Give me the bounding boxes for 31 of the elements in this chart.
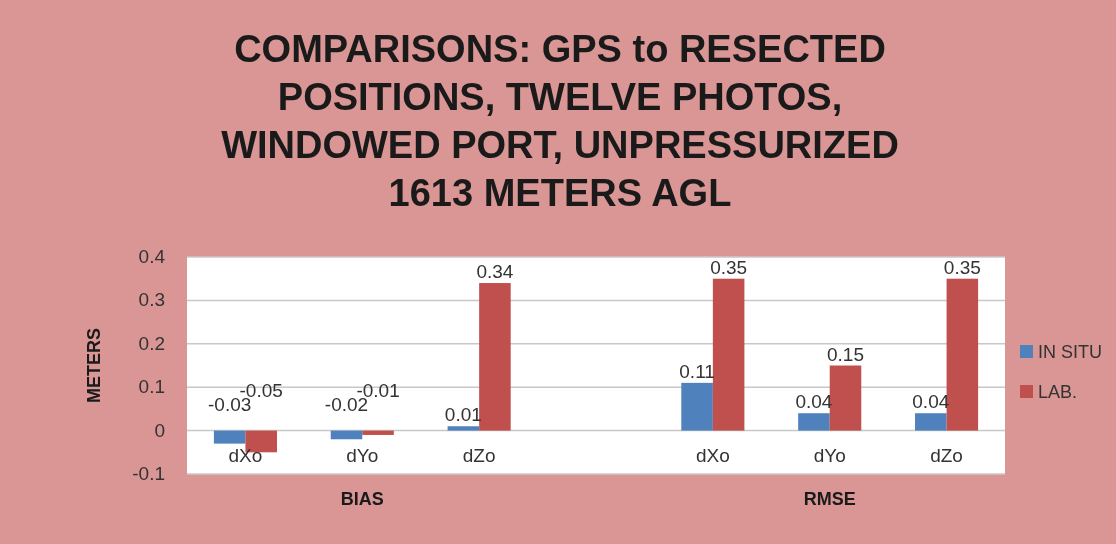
bar	[330, 430, 363, 440]
y-tick-label: 0.3	[138, 289, 165, 311]
legend-label: IN SITU	[1038, 342, 1103, 362]
chart-title: COMPARISONS: GPS to RESECTED POSITIONS, TWELVE PHOTOS, WINDOWED PORT, UNPRESSURIZED 1613 METERS AGL	[221, 28, 899, 214]
bar	[681, 382, 713, 431]
x-tick-label: dYo	[813, 445, 846, 466]
legend-label: LAB.	[1038, 382, 1078, 402]
bar	[479, 283, 511, 431]
data-label: 0.35	[943, 256, 981, 278]
bar	[915, 413, 947, 431]
y-axis-title: METERS	[84, 327, 104, 404]
data-label: 0.15	[827, 343, 864, 365]
text: BIAS	[340, 489, 384, 509]
x-tick-label: dXo	[695, 445, 730, 466]
y-tick-label: 0.2	[138, 332, 165, 354]
y-tick-label: 0.4	[138, 246, 166, 267]
bar	[213, 430, 246, 444]
data-label: 0.35	[710, 256, 748, 278]
x-tick-label: dZo	[930, 445, 963, 466]
y-tick-label: 0	[154, 419, 165, 441]
y-tick-label: 0.1	[138, 376, 165, 398]
bar	[362, 430, 394, 435]
x-tick-label: dZo	[462, 445, 496, 466]
x-tick-label: dXo	[228, 445, 263, 466]
bar	[447, 426, 480, 431]
x-tick-label: dYo	[346, 445, 379, 466]
text: RMSE	[803, 489, 856, 509]
bar	[798, 413, 830, 431]
y-tick-label: -0.1	[132, 463, 165, 484]
data-label: 0.34	[476, 261, 514, 283]
bar	[712, 278, 745, 431]
